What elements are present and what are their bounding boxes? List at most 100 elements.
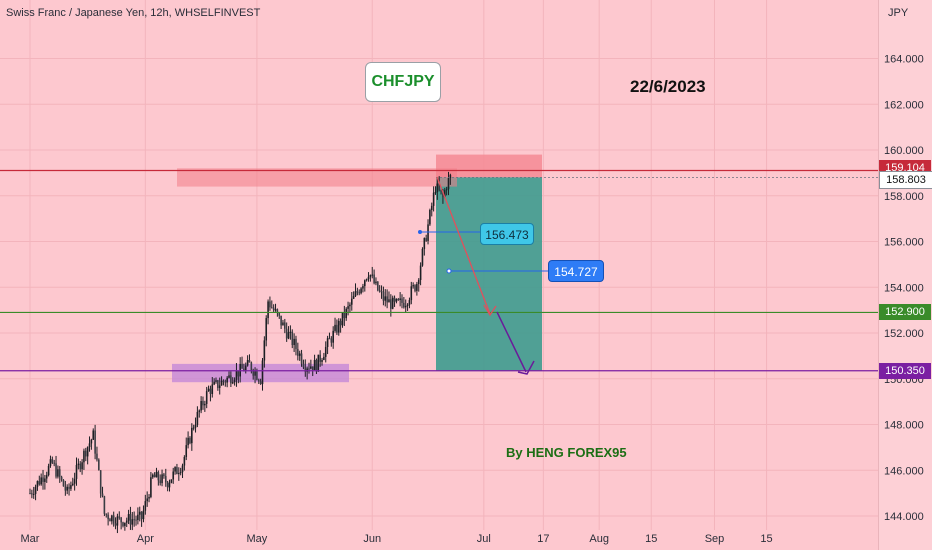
candle-body xyxy=(207,388,210,392)
candle-body xyxy=(90,439,93,444)
candle-body xyxy=(445,189,448,191)
candle-body xyxy=(170,479,173,483)
candle-body xyxy=(185,445,188,458)
date-annotation[interactable]: 22/6/2023 xyxy=(630,77,706,96)
candle-body xyxy=(222,380,225,382)
candle-body xyxy=(438,183,440,190)
candle-body xyxy=(66,486,68,491)
chart-title: Swiss Franc / Japanese Yen, 12h, WHSELFI… xyxy=(6,7,261,19)
tp2-price-badge: 150.350 xyxy=(879,362,931,379)
candle-body xyxy=(248,360,251,363)
candle-body xyxy=(267,301,269,319)
candle-body xyxy=(196,411,199,425)
current-price-badge: 158.803 xyxy=(879,171,932,190)
candle-body xyxy=(308,368,310,370)
target-2-callout[interactable]: 154.727 xyxy=(548,260,604,282)
candle-body xyxy=(58,469,61,477)
candle-body xyxy=(230,375,232,384)
candle-body xyxy=(38,481,41,485)
candle-body xyxy=(343,312,346,319)
candle-body xyxy=(220,380,223,386)
candle-body xyxy=(401,298,403,303)
projection-arrow-2 xyxy=(496,311,527,373)
y-tick-label: 144.000 xyxy=(884,511,924,523)
candle-body xyxy=(382,291,385,301)
candle-body xyxy=(98,459,100,471)
candle-body xyxy=(81,462,83,470)
candle-body xyxy=(284,322,286,329)
callout-2-dot xyxy=(446,268,452,274)
y-tick-label: 162.000 xyxy=(884,99,924,111)
candle-body xyxy=(64,486,67,491)
candle-body xyxy=(427,224,429,241)
candle-body xyxy=(233,379,236,383)
target-1-callout[interactable]: 156.473 xyxy=(480,223,534,245)
candle-body xyxy=(443,190,446,197)
candle-body xyxy=(272,307,275,311)
candle-body xyxy=(388,299,390,303)
candle-body xyxy=(265,318,268,341)
candle-body xyxy=(161,474,163,484)
candle-body xyxy=(257,379,260,382)
candle-body xyxy=(269,301,271,308)
candle-body xyxy=(60,476,63,480)
candle-body xyxy=(436,183,439,193)
candle-body xyxy=(416,284,418,291)
candle-body xyxy=(347,306,349,309)
candle-body xyxy=(114,523,117,526)
y-tick-label: 148.000 xyxy=(884,420,924,432)
candle-body xyxy=(337,320,340,333)
candle-body xyxy=(341,312,344,326)
candle-body xyxy=(155,471,158,478)
callout-1-dot xyxy=(418,230,422,234)
candle-body xyxy=(244,365,247,372)
candle-body xyxy=(194,424,197,428)
candle-body xyxy=(192,427,195,429)
candle-body xyxy=(319,354,321,362)
x-tick-label: Sep xyxy=(705,533,725,545)
candle-body xyxy=(235,370,238,380)
candle-body xyxy=(295,338,297,350)
candle-body xyxy=(373,274,375,284)
candle-body xyxy=(449,174,452,179)
candle-body xyxy=(83,450,85,463)
candle-body xyxy=(34,486,37,494)
candle-body xyxy=(386,296,388,303)
pair-label-box[interactable]: CHFJPY xyxy=(365,62,441,102)
price-axis[interactable] xyxy=(878,0,932,550)
candle-body xyxy=(157,471,160,481)
candle-body xyxy=(291,331,294,346)
candle-body xyxy=(369,275,372,277)
candle-body xyxy=(51,459,54,463)
x-tick-label: Jun xyxy=(363,533,381,545)
candle-body xyxy=(434,192,437,194)
candle-body xyxy=(204,403,206,406)
candle-body xyxy=(164,476,167,483)
candle-body xyxy=(395,299,398,302)
candle-body xyxy=(313,359,316,371)
candle-body xyxy=(356,291,359,293)
candle-body xyxy=(68,486,70,489)
candle-body xyxy=(57,469,59,477)
candle-body xyxy=(191,427,193,444)
candle-body xyxy=(350,298,353,305)
candle-body xyxy=(103,496,106,514)
candle-body xyxy=(430,205,433,210)
candle-body xyxy=(349,304,351,307)
candle-body xyxy=(112,515,115,524)
candle-body xyxy=(200,401,202,411)
candle-body xyxy=(176,467,178,475)
candle-body xyxy=(31,493,33,495)
candle-body xyxy=(375,281,377,284)
candle-body xyxy=(287,332,290,339)
candle-body xyxy=(71,483,74,486)
candle-body xyxy=(298,353,301,356)
candle-body xyxy=(150,477,152,497)
candle-body xyxy=(412,285,414,287)
candle-body xyxy=(315,359,318,372)
candle-body xyxy=(217,380,219,388)
y-tick-label: 156.000 xyxy=(884,237,924,249)
candle-body xyxy=(131,519,134,525)
author-annotation[interactable]: By HENG FOREX95 xyxy=(506,445,627,460)
candle-body xyxy=(178,473,180,475)
